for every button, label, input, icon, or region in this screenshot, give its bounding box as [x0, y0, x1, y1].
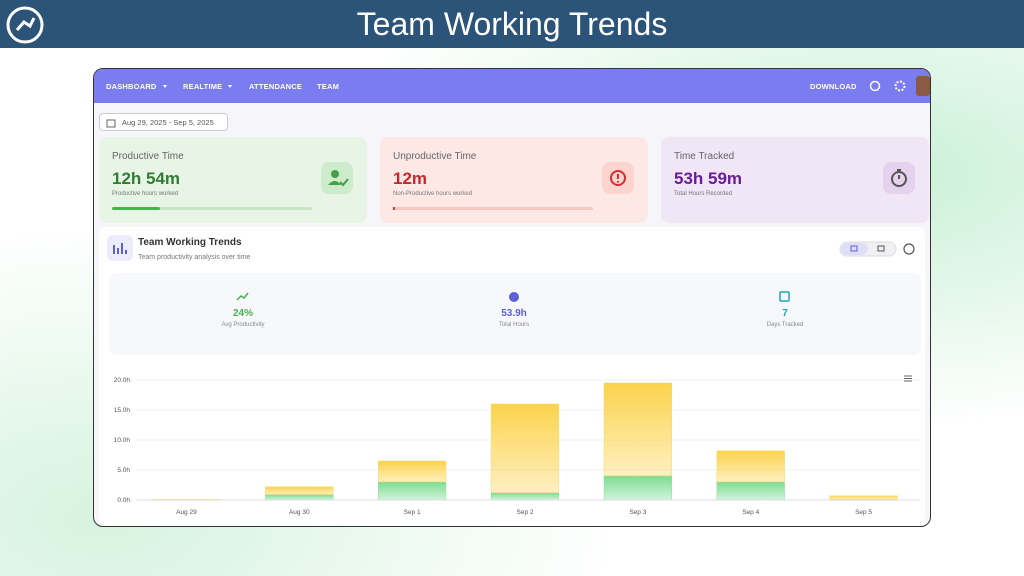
nav-item[interactable]: REALTIME	[183, 82, 232, 91]
card: Time Tracked 53h 59m Total Hours Recorde…	[661, 137, 929, 223]
panel-title: Team Working Trends	[138, 237, 242, 248]
card-value: 12m	[393, 169, 428, 188]
stat: 24% Avg Productivity	[143, 308, 343, 328]
header-bar: Team Working Trends	[0, 0, 1024, 48]
card-icon	[883, 162, 915, 194]
progress	[393, 207, 593, 210]
app-window: DASHBOARD REALTIME ATTENDANCE TEAM DOWNL…	[93, 68, 931, 527]
stat: 7 Days Tracked	[685, 308, 885, 328]
stat-value: 7	[782, 308, 788, 319]
stat-value: 53.9h	[501, 308, 527, 319]
card: Productive Time 12h 54m Productive hours…	[99, 137, 367, 223]
card-caption: Productive hours worked	[112, 191, 179, 197]
card-title: Productive Time	[112, 151, 184, 162]
trends-panel: Team Working Trends Team productivity an…	[99, 227, 925, 526]
card-value: 53h 59m	[674, 169, 743, 188]
card-title: Time Tracked	[674, 151, 735, 162]
nav-icons	[869, 76, 930, 96]
nav-item[interactable]: TEAM	[317, 82, 340, 91]
card-caption: Total Hours Recorded	[674, 191, 733, 197]
stat-label: Avg Productivity	[221, 322, 265, 328]
date-range: Aug 29, 2025 - Sep 5, 2025	[122, 118, 214, 127]
panel-subtitle: Team productivity analysis over time	[138, 254, 251, 261]
logo	[6, 6, 44, 44]
card-icon	[602, 162, 634, 194]
date-range-picker[interactable]: Aug 29, 2025 - Sep 5, 2025	[99, 113, 228, 131]
stat-icons	[236, 291, 790, 302]
nav-item[interactable]: ATTENDANCE	[249, 82, 303, 91]
download-button[interactable]: DOWNLOAD	[810, 82, 857, 91]
card-icon	[321, 162, 353, 194]
stat-label: Days Tracked	[766, 322, 804, 328]
calendar-icon	[106, 119, 116, 128]
panel-icons	[107, 235, 915, 261]
card-caption: Non-Productive hours worked	[393, 191, 473, 197]
stats-strip: 24% Avg Productivity 53.9h Total Hours 7 Da…	[109, 273, 921, 355]
page-title: Team Working Trends	[356, 6, 668, 42]
stat-value: 24%	[232, 308, 253, 319]
stat: 53.9h Total Hours	[414, 308, 614, 328]
card: Unproductive Time 12m Non-Productive hou…	[380, 137, 648, 223]
nav-bar: DASHBOARD REALTIME ATTENDANCE TEAM DOWNL…	[94, 69, 930, 103]
nav-item[interactable]: DASHBOARD	[106, 82, 167, 91]
stat-label: Total Hours	[498, 322, 530, 328]
card-title: Unproductive Time	[393, 151, 477, 162]
progress	[112, 207, 312, 210]
card-value: 12h 54m	[112, 169, 181, 188]
